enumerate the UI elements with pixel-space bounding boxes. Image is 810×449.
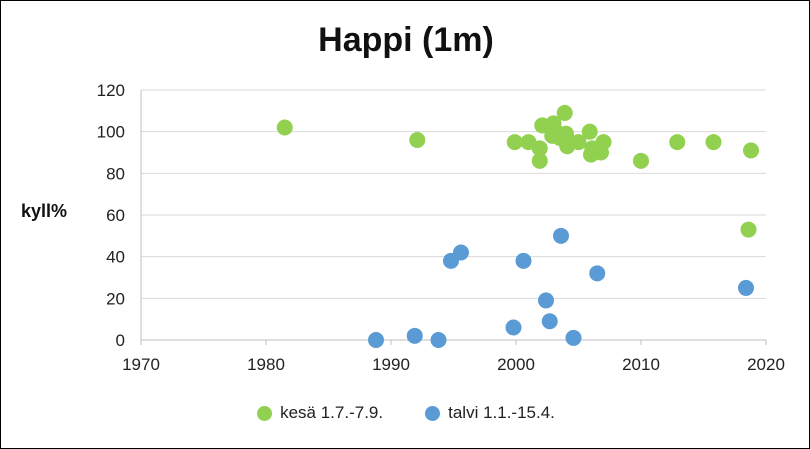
y-tick-label: 40 <box>106 248 125 267</box>
summer-point <box>531 152 548 169</box>
axes <box>140 90 767 345</box>
summer-point <box>669 134 686 151</box>
y-tick-label: 20 <box>106 289 125 308</box>
summer-point <box>276 119 293 136</box>
summer-point <box>743 142 759 159</box>
y-tick-label: 100 <box>97 123 125 142</box>
x-tick-label: 2010 <box>622 355 660 374</box>
x-tick-label: 1980 <box>247 355 285 374</box>
winter-point <box>430 332 447 348</box>
summer-marker-icon <box>257 405 273 421</box>
winter-point <box>538 292 554 309</box>
y-axis-ticks: 0 20 40 60 80 100 120 <box>97 81 125 350</box>
y-tick-label: 80 <box>106 164 125 183</box>
y-tick-label: 0 <box>116 331 125 350</box>
winter-point <box>541 313 558 330</box>
winter-point <box>738 279 754 296</box>
winter-point <box>368 332 384 348</box>
summer-point <box>740 221 757 238</box>
x-tick-label: 1970 <box>122 355 160 374</box>
x-axis-ticks: 1970 1980 1990 2000 2010 2020 <box>122 355 785 374</box>
legend-label-winter: talvi 1.1.-15.4. <box>448 403 555 422</box>
winter-point <box>453 244 469 261</box>
y-tick-label: 120 <box>97 81 125 100</box>
summer-point <box>506 134 523 151</box>
winter-point <box>406 327 423 344</box>
x-tick-label: 1990 <box>372 355 410 374</box>
summer-point <box>409 132 426 148</box>
legend: kesä 1.7.-7.9. talvi 1.1.-15.4. <box>1 403 809 423</box>
summer-point <box>531 140 548 157</box>
winter-point <box>515 252 532 269</box>
summer-point <box>581 123 598 140</box>
winter-marker-icon <box>425 405 441 421</box>
legend-label-summer: kesä 1.7.-7.9. <box>280 403 384 422</box>
data-points <box>276 104 759 348</box>
winter-point <box>565 329 582 346</box>
winter-point <box>505 319 522 336</box>
summer-point <box>570 134 587 151</box>
winter-point <box>553 227 569 244</box>
y-tick-label: 60 <box>106 206 125 225</box>
chart-title: Happi (1m) <box>318 21 494 59</box>
summer-point <box>556 104 573 121</box>
summer-point <box>633 152 649 169</box>
summer-point <box>705 134 722 151</box>
legend-item-winter: talvi 1.1.-15.4. <box>425 403 555 423</box>
y-axis-label: kyll% <box>21 201 68 221</box>
winter-point <box>589 265 606 282</box>
legend-item-summer: kesä 1.7.-7.9. <box>257 403 383 423</box>
summer-point <box>595 134 612 151</box>
x-tick-label: 2000 <box>497 355 535 374</box>
x-tick-label: 2020 <box>747 355 785 374</box>
